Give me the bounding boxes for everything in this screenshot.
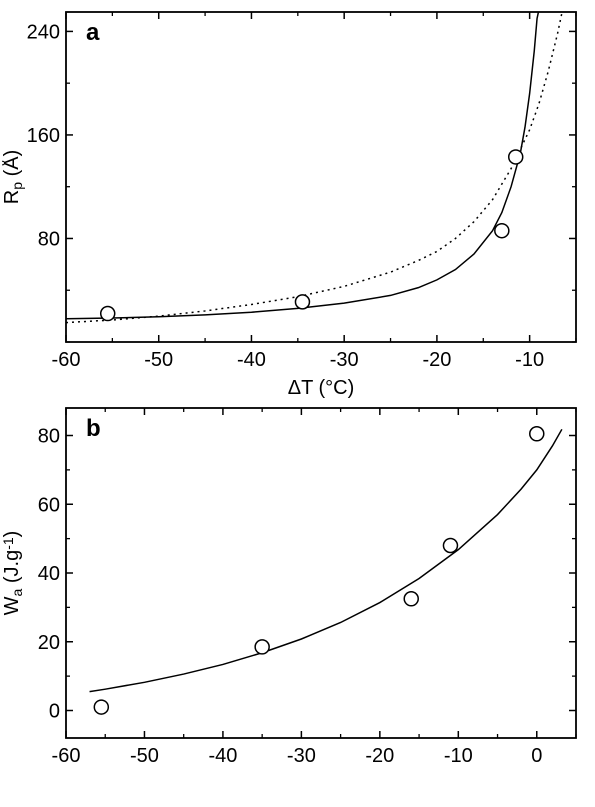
svg-text:-30: -30 <box>330 349 359 371</box>
panel-a: -60 -50 -40 -30 -20 -10 80 160 240 a ΔT (°C) Rp (Å) <box>2 7 586 404</box>
svg-text:-20: -20 <box>365 745 394 767</box>
svg-text:-60: -60 <box>52 349 81 371</box>
svg-text:0: 0 <box>531 745 542 767</box>
svg-text:-60: -60 <box>52 745 81 767</box>
svg-text:20: 20 <box>38 632 60 654</box>
svg-text:a: a <box>86 19 100 46</box>
svg-text:-10: -10 <box>515 349 544 371</box>
svg-text:80: 80 <box>38 228 60 250</box>
svg-text:-10: -10 <box>444 745 473 767</box>
svg-text:40: 40 <box>38 563 60 585</box>
svg-text:160: 160 <box>27 125 60 147</box>
svg-text:240: 240 <box>27 21 60 43</box>
panel-b: -60 -50 -40 -30 -20 -10 0 0 20 40 60 80 b Wa (J.g-1) <box>2 403 586 800</box>
svg-text:b: b <box>86 415 101 442</box>
svg-text:0: 0 <box>49 701 60 723</box>
svg-text:-50: -50 <box>130 745 159 767</box>
svg-text:Wa (J.g-1): Wa (J.g-1) <box>2 531 25 616</box>
svg-text:80: 80 <box>38 426 60 448</box>
svg-text:60: 60 <box>38 494 60 516</box>
svg-text:-40: -40 <box>208 745 237 767</box>
svg-text:-40: -40 <box>237 349 266 371</box>
svg-text:ΔT (°C): ΔT (°C) <box>288 377 355 399</box>
svg-text:-30: -30 <box>287 745 316 767</box>
figure-page: -60 -50 -40 -30 -20 -10 80 160 240 a ΔT (°C) Rp (Å)… <box>0 0 595 807</box>
svg-text:-20: -20 <box>422 349 451 371</box>
svg-text:Rp (Å): Rp (Å) <box>2 150 25 204</box>
svg-text:-50: -50 <box>144 349 173 371</box>
